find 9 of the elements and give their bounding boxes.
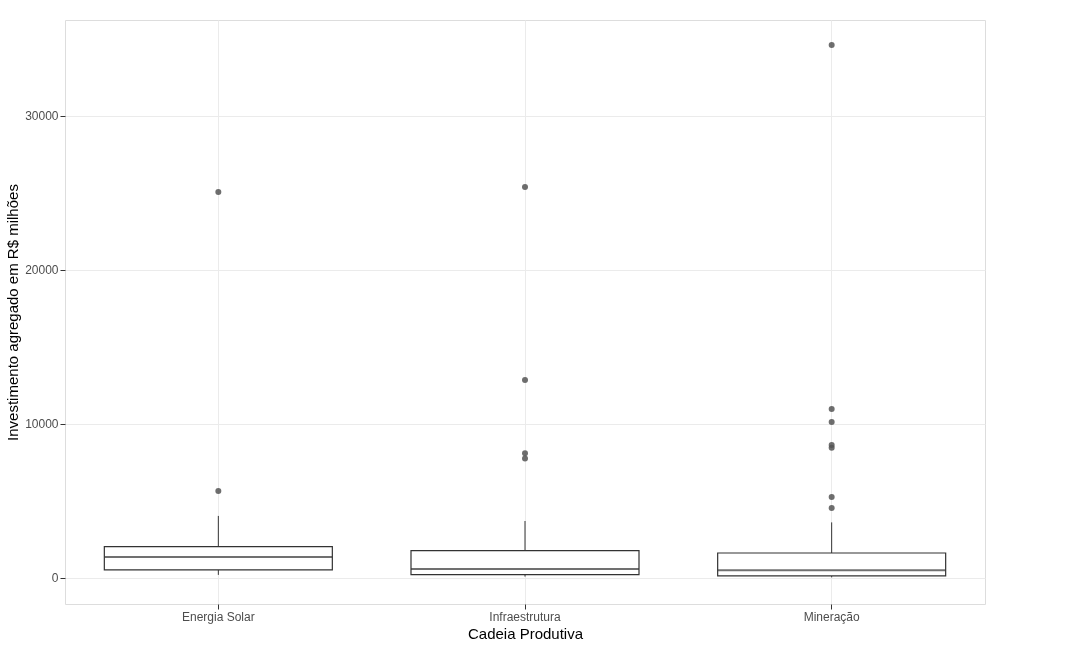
x-tick-label: Mineração [803,609,860,624]
x-axis-title: Cadeia Produtiva [467,624,584,642]
y-tick-label: 0 [51,571,59,586]
y-tick-label: 30000 [25,109,59,124]
y-tick-label: 10000 [25,417,59,432]
y-axis-title: Investimento agregado em R$ milhões [4,184,22,441]
x-tick-label: Energia Solar [181,609,255,624]
x-tick-label: Infraestrutura [489,609,562,624]
y-tick-label: 20000 [25,263,59,278]
